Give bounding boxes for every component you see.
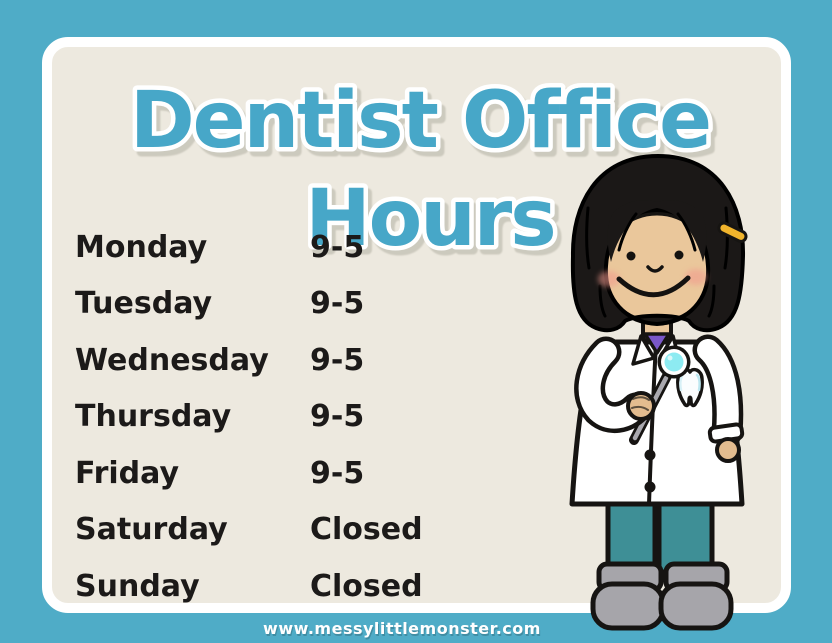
hours-value: 9-5 [310,342,365,378]
dental-mirror-icon [657,345,691,379]
day-label: Saturday [75,512,228,548]
cheeks [598,269,707,287]
title-line-2: Hours [305,174,554,264]
day-label: Wednesday [75,342,269,378]
schedule-row-thursday: Thursday 9-5 [75,389,515,446]
hours-value: Closed [310,512,423,548]
day-label: Tuesday [75,286,213,322]
bangs-right [657,200,707,262]
website-url: www.messylittlemonster.com [263,618,541,638]
dentist-character-illustration [569,154,748,631]
coat-buttons [644,449,656,493]
smile [616,275,691,298]
collar-purple [643,332,671,355]
bangs-left [607,200,657,262]
footer: www.messylittlemonster.com [0,613,832,643]
hours-value: Closed [310,568,423,604]
hair-strands [585,206,729,318]
hours-value: 9-5 [310,399,365,435]
schedule-row-monday: Monday 9-5 [75,219,515,276]
nose [646,265,664,273]
left-arm [574,336,656,434]
schedule-row-saturday: Saturday Closed [75,502,515,559]
day-label: Thursday [75,399,232,435]
day-label: Sunday [75,568,200,604]
trousers [605,493,715,575]
schedule-row-tuesday: Tuesday 9-5 [75,276,515,333]
day-label: Friday [75,455,180,491]
cartoon-dentist-girl [569,154,748,631]
schedule-row-friday: Friday 9-5 [75,445,515,502]
schedule-row-sunday: Sunday Closed [75,558,515,615]
right-arm [692,334,745,463]
hours-value: 9-5 [310,229,365,265]
hair-clip [717,221,748,243]
poster-title: Dentist Office Hours [125,72,716,269]
schedule-list: Monday 9-5 Tuesday 9-5 Wednesday 9-5 Thu… [75,219,515,615]
right-hand [715,437,741,463]
hours-value: 9-5 [310,286,365,322]
boots [590,561,734,631]
hours-value: 9-5 [310,455,365,491]
tooth-icon [676,367,704,408]
title-line-1: Dentist Office [130,76,710,166]
day-label: Monday [75,229,208,265]
eyes [626,250,684,261]
schedule-row-wednesday: Wednesday 9-5 [75,332,515,389]
